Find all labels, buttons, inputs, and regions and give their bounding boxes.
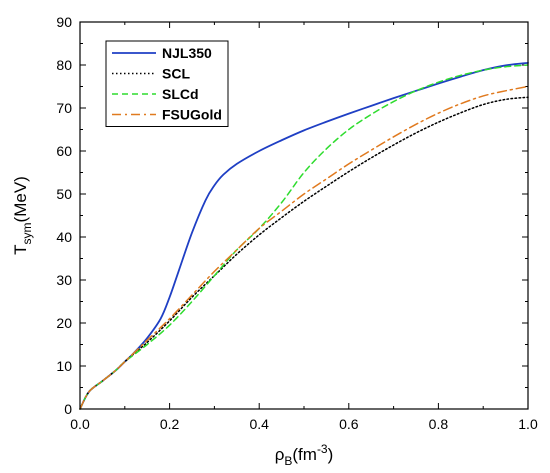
x-tick-label: 0.8 <box>429 416 449 432</box>
legend-label-scl: SCL <box>162 66 190 82</box>
legend-label-slcd: SLCd <box>162 86 199 102</box>
x-axis-label-sub: B <box>284 454 292 468</box>
legend: NJL350 SCL SLCd FSUGold <box>105 40 229 127</box>
series-line-scl <box>79 96 529 410</box>
y-tick-label: 50 <box>56 186 72 202</box>
y-axis-label-rest: (MeV) <box>11 176 30 222</box>
y-tick-label: 40 <box>56 229 72 245</box>
y-axis-label-sub: sym <box>20 222 34 244</box>
x-tick-label: 0.4 <box>249 416 269 432</box>
y-tick-label: 20 <box>56 315 72 331</box>
x-axis-label-rest: (fm <box>292 445 317 464</box>
legend-label-fsugold: FSUGold <box>162 107 222 123</box>
x-axis-label-sup: -3 <box>317 442 328 456</box>
x-axis-label-end: ) <box>328 445 334 464</box>
y-tick-label: 30 <box>56 272 72 288</box>
legend-label-njl350: NJL350 <box>162 45 212 61</box>
y-axis-label: Tsym(MeV) <box>11 176 34 255</box>
y-axis-label-base: T <box>11 244 30 254</box>
plot-frame <box>79 21 529 410</box>
y-tick-label: 70 <box>56 100 72 116</box>
legend-box <box>105 40 229 127</box>
x-tick-label: 0.2 <box>160 416 180 432</box>
series-line-fsugold <box>79 85 529 410</box>
y-tick-label: 10 <box>56 358 72 374</box>
x-axis-label-base: ρ <box>275 445 285 464</box>
y-tick-label: 0 <box>64 401 72 417</box>
x-tick-label: 1.0 <box>518 416 538 432</box>
x-tick-label: 0.0 <box>70 416 90 432</box>
y-tick-label: 60 <box>56 143 72 159</box>
x-tick-label: 0.6 <box>339 416 359 432</box>
x-axis-label: ρB(fm-3) <box>275 442 334 468</box>
y-tick-label: 80 <box>56 57 72 73</box>
legend-items: NJL350 SCL SLCd FSUGold <box>112 45 222 123</box>
series-layer <box>79 61 529 410</box>
ticks-layer: 0.0 0.2 0.4 0.6 0.8 1.0 0 10 20 30 40 50 60 70 80 90 <box>56 14 538 432</box>
y-tick-label: 90 <box>56 14 72 30</box>
